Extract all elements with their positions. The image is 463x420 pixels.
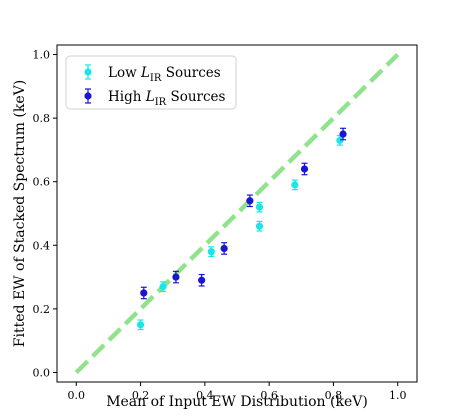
point-marker [339,130,347,138]
data-point [172,270,180,284]
reference-line-group [74,52,400,375]
series-1 [140,127,347,300]
data-points-group [136,127,347,331]
point-marker [255,203,264,211]
point-marker [136,321,145,329]
x-tick-label: 0.4 [196,389,214,402]
data-point [246,194,254,208]
data-point [140,286,148,300]
y-tick-label: 0.8 [33,112,51,125]
data-point [255,201,264,213]
point-marker [291,181,299,189]
x-tick-label: 0.2 [132,389,150,402]
legend-label: Low LIR Sources [108,65,221,84]
point-marker [140,289,148,297]
point-marker [159,283,167,291]
legend-label-subscript: IR [150,73,162,84]
data-point [159,281,167,292]
point-marker [255,222,264,230]
reference-dashed-line [74,52,400,375]
point-marker [172,273,180,281]
x-tick-label: 1.0 [389,389,407,402]
data-point [291,179,299,191]
data-point [255,220,264,232]
series-0 [136,135,344,331]
legend-marker [84,68,92,76]
y-tick-label: 1.0 [33,49,51,62]
y-axis-ticks: 0.0 0.2 0.4 0.6 0.8 1.0 [33,49,57,379]
point-marker [220,244,228,253]
point-marker [336,136,344,144]
x-axis-ticks: 0.0 0.2 0.4 0.6 0.8 1.0 [68,382,407,402]
x-tick-label: 0.8 [325,389,343,402]
data-point [136,319,145,331]
legend-label-subscript: IR [155,97,167,108]
legend-label-suffix: Sources [161,65,220,81]
y-tick-label: 0.0 [33,366,51,379]
legend-marker [84,92,92,100]
x-axis-label: Mean of Input EW Distribution (keV) [106,394,368,410]
y-tick-label: 0.4 [33,239,51,252]
data-point [207,246,215,258]
data-point [339,127,347,141]
point-marker [207,248,215,256]
legend-label-symbol: L [140,65,150,81]
y-axis-label: Fitted EW of Stacked Spectrum (keV) [12,80,28,347]
y-tick-label: 0.6 [33,176,51,189]
legend-label-suffix: Sources [166,89,225,105]
legend-label: High LIR Sources [108,89,226,108]
legend-box [65,55,237,110]
data-point [198,273,206,287]
point-marker [198,276,206,284]
plot-frame [56,44,418,383]
data-point [300,162,309,176]
legend-entry: High LIR Sources [84,88,226,108]
x-tick-label: 0.0 [68,389,86,402]
legend-entry: Low LIR Sources [84,64,221,84]
y-tick-label: 0.2 [33,303,51,316]
x-tick-label: 0.6 [260,389,278,402]
legend-label-symbol: L [145,89,155,105]
point-marker [246,197,254,205]
legend-label-prefix: Low [108,65,141,81]
legend-label-prefix: High [108,89,146,105]
point-marker [300,165,309,173]
data-point [220,242,228,255]
